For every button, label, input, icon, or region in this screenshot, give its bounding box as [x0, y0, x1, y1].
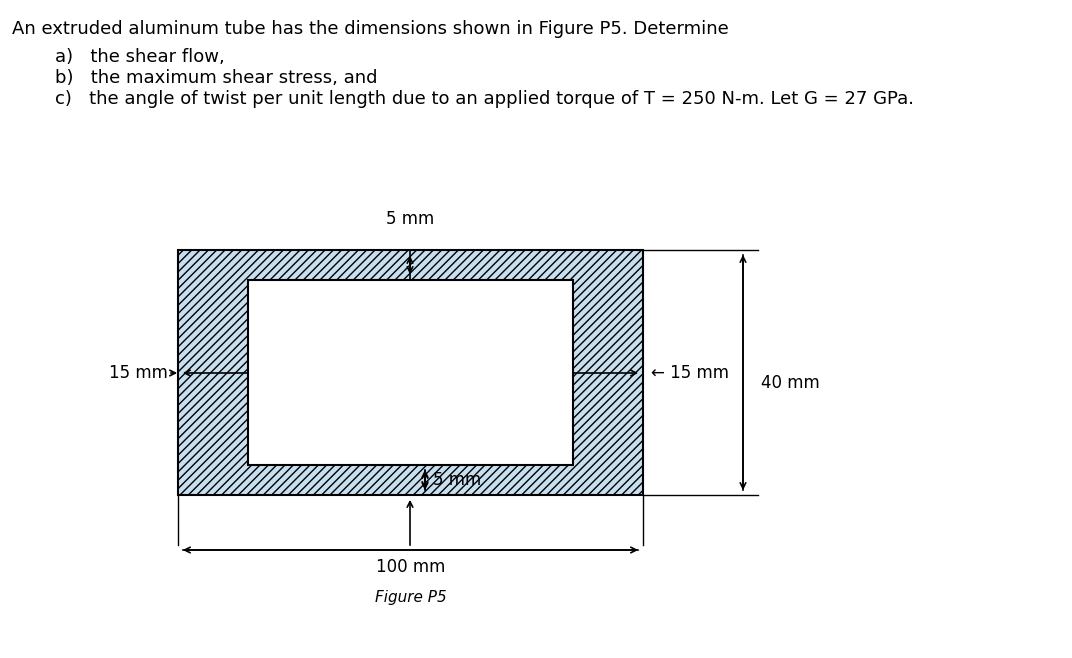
Text: 5 mm: 5 mm — [386, 210, 434, 228]
Text: 100 mm: 100 mm — [376, 558, 445, 576]
Text: Figure P5: Figure P5 — [374, 590, 446, 605]
Text: 15 mm: 15 mm — [109, 364, 168, 382]
Text: 40 mm: 40 mm — [761, 374, 820, 392]
Text: b)   the maximum shear stress, and: b) the maximum shear stress, and — [55, 69, 377, 87]
Bar — [248, 280, 574, 465]
Text: An extruded aluminum tube has the dimensions shown in Figure P5. Determine: An extruded aluminum tube has the dimens… — [12, 20, 729, 38]
Bar — [178, 250, 643, 495]
Text: a)   the shear flow,: a) the shear flow, — [55, 48, 225, 66]
Text: 5 mm: 5 mm — [433, 471, 481, 489]
Text: ← 15 mm: ← 15 mm — [651, 364, 729, 382]
Text: c)   the angle of twist per unit length due to an applied torque of T = 250 N-m.: c) the angle of twist per unit length du… — [55, 90, 914, 108]
